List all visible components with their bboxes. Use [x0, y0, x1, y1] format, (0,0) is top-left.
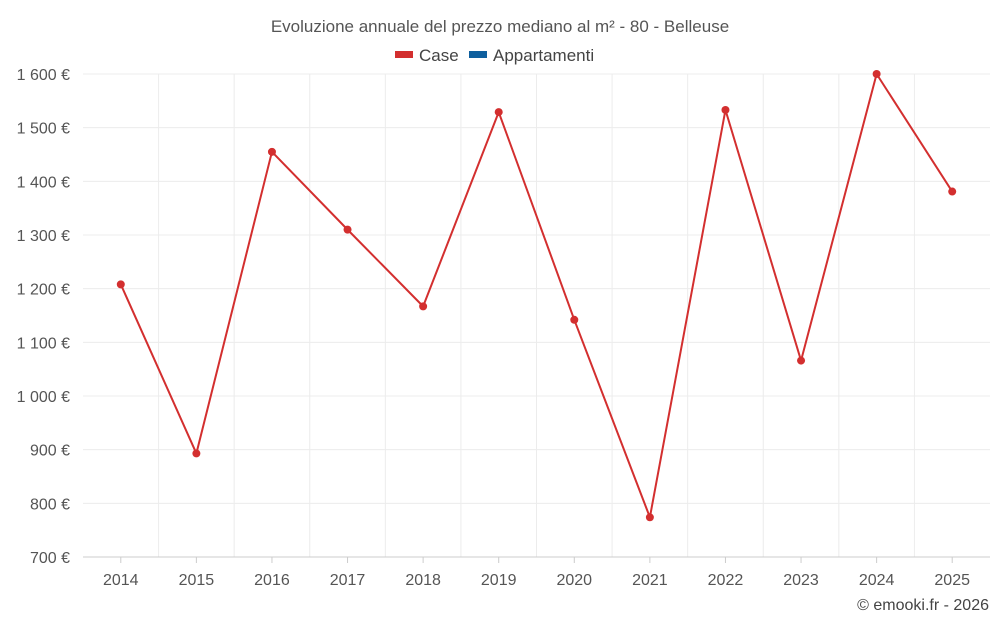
y-tick-label: 700 €: [30, 550, 70, 567]
data-point-case[interactable]: [948, 187, 957, 196]
y-tick-label: 800 €: [30, 496, 70, 513]
x-axis-ticks: 2014 2015 2016 2017 2018 2019 2020 2021 2022 2023…: [103, 557, 970, 589]
y-tick-label: 900 €: [30, 443, 70, 460]
x-tick-label: 2015: [179, 572, 215, 589]
legend-swatch-case: [395, 51, 413, 58]
y-tick-label: 1 600 €: [17, 67, 70, 84]
legend-label-case: Case: [419, 46, 459, 65]
data-point-case[interactable]: [872, 70, 881, 78]
data-point-case[interactable]: [192, 449, 201, 458]
y-tick-label: 1 400 €: [17, 174, 70, 191]
y-axis-ticks: 700 € 800 € 900 € 1 000 € 1 100 € 1 200 € 1 30…: [17, 67, 70, 567]
x-tick-label: 2024: [859, 572, 895, 589]
data-point-case[interactable]: [645, 513, 654, 522]
x-tick-label: 2014: [103, 572, 139, 589]
data-point-case[interactable]: [721, 105, 730, 114]
x-tick-label: 2020: [556, 572, 592, 589]
x-tick-label: 2021: [632, 572, 668, 589]
data-point-case[interactable]: [343, 225, 352, 234]
legend-item-appartamenti[interactable]: Appartamenti: [469, 46, 594, 65]
x-tick-label: 2025: [934, 572, 970, 589]
x-tick-label: 2016: [254, 572, 290, 589]
legend-label-appartamenti: Appartamenti: [493, 46, 594, 65]
y-tick-label: 1 300 €: [17, 228, 70, 245]
y-tick-label: 1 200 €: [17, 282, 70, 299]
chart-title: Evoluzione annuale del prezzo mediano al…: [271, 17, 729, 36]
series-case: [116, 70, 957, 522]
series-line-case: [119, 73, 954, 519]
x-tick-label: 2022: [708, 572, 744, 589]
legend-item-case[interactable]: Case: [395, 46, 459, 65]
y-tick-label: 1 000 €: [17, 389, 70, 406]
data-point-case[interactable]: [419, 302, 428, 311]
x-tick-label: 2019: [481, 572, 517, 589]
legend-swatch-appartamenti: [469, 51, 487, 58]
data-point-case[interactable]: [494, 108, 503, 117]
x-tick-label: 2023: [783, 572, 819, 589]
legend: Case Appartamenti: [395, 46, 594, 65]
y-tick-label: 1 500 €: [17, 121, 70, 138]
data-point-case[interactable]: [267, 147, 276, 156]
data-point-case[interactable]: [116, 280, 125, 289]
data-point-case[interactable]: [570, 315, 579, 324]
y-tick-label: 1 100 €: [17, 335, 70, 352]
x-tick-label: 2017: [330, 572, 366, 589]
data-point-case[interactable]: [797, 356, 806, 365]
x-tick-label: 2018: [405, 572, 441, 589]
credit-text: © emooki.fr - 2026: [857, 597, 989, 614]
grid: [83, 73, 990, 557]
